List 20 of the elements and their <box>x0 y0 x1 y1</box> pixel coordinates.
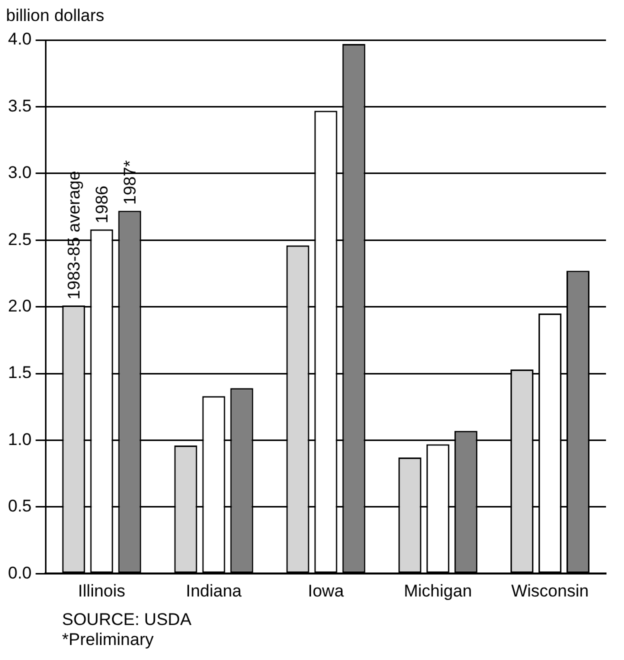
y-tick-label: 2.0 <box>8 296 32 316</box>
x-tick-label: Illinois <box>78 581 126 600</box>
y-tick-label: 1.0 <box>8 430 32 449</box>
y-tick-label: 1.5 <box>8 363 32 382</box>
x-tick-label: Wisconsin <box>511 581 589 600</box>
x-tick-label: Michigan <box>404 581 472 600</box>
y-tick-label: 2.5 <box>8 230 32 249</box>
y-axis-title: billion dollars <box>6 6 104 26</box>
y-tick-label: 3.5 <box>8 96 32 116</box>
y-tick-label: 3.0 <box>8 163 32 182</box>
y-tick-label: 0.0 <box>8 563 32 582</box>
y-tick-label: 0.5 <box>8 496 32 516</box>
text: 1987* <box>120 160 140 205</box>
x-tick-label: Indiana <box>186 581 242 600</box>
source-note: SOURCE: USDA <box>62 610 192 630</box>
x-tick-label: Iowa <box>308 581 344 600</box>
text: 1983-85 average <box>64 170 84 300</box>
y-tick-label: 4.0 <box>8 30 32 49</box>
text: 1986 <box>92 186 112 224</box>
text: *Preliminary <box>62 630 155 650</box>
